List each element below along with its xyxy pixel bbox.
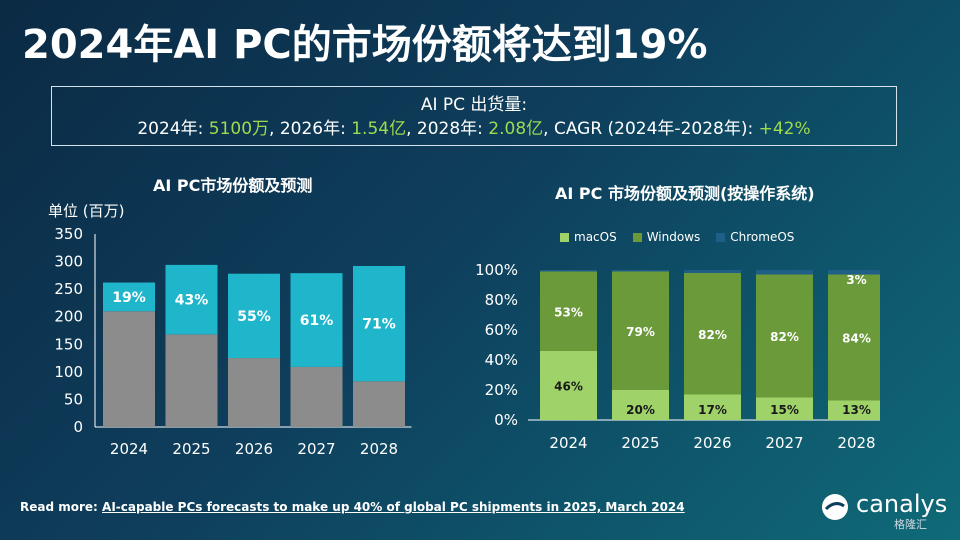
bar-segment-ai xyxy=(103,282,155,312)
bar-segment-chromeos xyxy=(612,270,669,272)
bar-segment-chromeos xyxy=(684,270,741,273)
bar-data-label: 13% xyxy=(842,403,871,417)
bar-segment-macos xyxy=(684,394,741,420)
bar-data-label: 3% xyxy=(846,273,866,287)
callout-text: 2024年: xyxy=(137,119,209,139)
bar-data-label: 15% xyxy=(770,403,799,417)
x-tick-label: 2025 xyxy=(621,434,659,452)
y-tick-label: 20% xyxy=(485,381,518,399)
x-tick-label: 2024 xyxy=(110,440,148,458)
legend-swatch xyxy=(632,232,642,242)
canalys-logo-text: canalys xyxy=(856,490,948,518)
read-more-footer: Read more: AI-capable PCs forecasts to m… xyxy=(20,500,685,514)
y-tick-label: 0% xyxy=(494,411,518,429)
y-tick-label: 300 xyxy=(54,253,83,271)
bar-data-label: 82% xyxy=(698,328,727,342)
callout-value: 2.08亿 xyxy=(488,119,544,139)
legend-label: Windows xyxy=(646,230,701,244)
bar-segment-non-ai xyxy=(290,366,343,427)
left-chart-ylabel: 单位 (百万) xyxy=(48,202,125,220)
bar-data-label: 71% xyxy=(362,317,396,333)
legend-item-windows: Windows xyxy=(632,230,701,244)
watermark-text: 格隆汇 xyxy=(894,518,927,531)
y-tick-label: 40% xyxy=(485,351,518,369)
footer-prefix: Read more: xyxy=(20,500,103,514)
bar-data-label: 19% xyxy=(112,290,146,306)
bar-segment-non-ai xyxy=(228,358,280,427)
bar-data-label: 43% xyxy=(175,293,209,309)
y-tick-label: 250 xyxy=(54,280,83,298)
callout-heading: AI PC 出货量: xyxy=(420,95,528,115)
right-stacked-percent-chart: 0% 20% 40% 60% 80% 100% 46% 53% 2024 20% 79% 2025 17… xyxy=(475,261,880,452)
bar-data-label: 79% xyxy=(626,325,655,339)
y-tick-label: 100% xyxy=(475,261,518,279)
y-tick-label: 50 xyxy=(64,390,83,408)
bar-segment-ai xyxy=(228,273,280,359)
bar-data-label: 82% xyxy=(770,330,799,344)
left-stacked-bar-chart: 0 50 100 150 200 250 300 350 19% 2024 43% 2025 55% 20… xyxy=(54,225,412,458)
bar-segment-windows xyxy=(684,273,741,395)
bar-data-label: 17% xyxy=(698,403,727,417)
bar-segment-ai xyxy=(290,273,343,367)
report-link[interactable]: AI-capable PCs forecasts to make up 40% … xyxy=(102,500,685,514)
legend-label: macOS xyxy=(574,230,617,244)
bar-segment-non-ai xyxy=(165,334,218,427)
legend-item-chromeos: ChromeOS xyxy=(716,230,794,244)
callout-figures: 2024年: 5100万, 2026年: 1.54亿, 2028年: 2.08亿… xyxy=(52,117,896,141)
x-tick-label: 2027 xyxy=(297,440,335,458)
bar-segment-windows xyxy=(828,274,880,401)
callout-value: +42% xyxy=(758,119,811,139)
y-tick-label: 150 xyxy=(54,335,83,353)
callout-text: , 2028年: xyxy=(406,119,489,139)
bar-data-label: 61% xyxy=(300,313,334,329)
bar-data-label: 55% xyxy=(237,309,271,325)
y-tick-label: 80% xyxy=(485,291,518,309)
x-tick-label: 2026 xyxy=(235,440,273,458)
shipment-callout-box: AI PC 出货量: 2024年: 5100万, 2026年: 1.54亿, 2… xyxy=(51,86,897,146)
x-tick-label: 2024 xyxy=(549,434,587,452)
x-tick-label: 2026 xyxy=(693,434,731,452)
legend-label: ChromeOS xyxy=(730,230,795,244)
bar-segment-windows xyxy=(612,271,669,390)
brand-area: canalys 格隆汇 xyxy=(820,490,950,531)
bar-segment-chromeos xyxy=(540,270,597,272)
bar-segment-macos xyxy=(540,351,597,420)
bar-segment-chromeos xyxy=(828,270,880,275)
canalys-logo-icon xyxy=(822,494,848,520)
page-title: 2024年AI PC的市场份额将达到19% xyxy=(22,22,708,68)
bar-data-label: 46% xyxy=(554,380,583,394)
bar-segment-macos xyxy=(756,397,813,420)
right-chart-legend: macOS Windows ChromeOS xyxy=(560,230,794,244)
legend-swatch xyxy=(560,232,569,242)
bar-segment-non-ai xyxy=(103,311,155,427)
right-chart-title: AI PC 市场份额及预测(按操作系统) xyxy=(555,184,815,203)
y-tick-label: 100 xyxy=(54,363,83,381)
x-tick-label: 2028 xyxy=(837,434,875,452)
callout-text: , CAGR (2024年-2028年): xyxy=(543,119,759,139)
bar-segment-windows xyxy=(756,274,813,398)
legend-swatch xyxy=(716,232,726,242)
callout-text: , 2026年: xyxy=(269,119,352,139)
bar-segment-windows xyxy=(540,271,597,351)
bar-segment-macos xyxy=(828,400,880,420)
x-tick-label: 2027 xyxy=(765,434,803,452)
x-tick-label: 2028 xyxy=(360,440,398,458)
y-tick-label: 0 xyxy=(73,418,83,436)
bar-segment-non-ai xyxy=(353,381,405,427)
bar-segment-macos xyxy=(612,390,669,420)
bar-segment-ai xyxy=(165,264,218,335)
y-tick-label: 200 xyxy=(54,308,83,326)
bar-data-label: 53% xyxy=(554,305,583,319)
legend-item-macos: macOS xyxy=(560,230,617,244)
x-tick-label: 2025 xyxy=(172,440,210,458)
y-tick-label: 60% xyxy=(485,321,518,339)
left-chart-title: AI PC市场份额及预测 xyxy=(153,176,313,195)
bar-segment-ai xyxy=(353,265,405,382)
callout-value: 1.54亿 xyxy=(351,119,407,139)
bar-segment-chromeos xyxy=(756,270,813,275)
bar-data-label: 20% xyxy=(626,403,655,417)
y-tick-label: 350 xyxy=(54,225,83,243)
callout-value: 5100万 xyxy=(208,119,270,139)
bar-data-label: 84% xyxy=(842,332,871,346)
